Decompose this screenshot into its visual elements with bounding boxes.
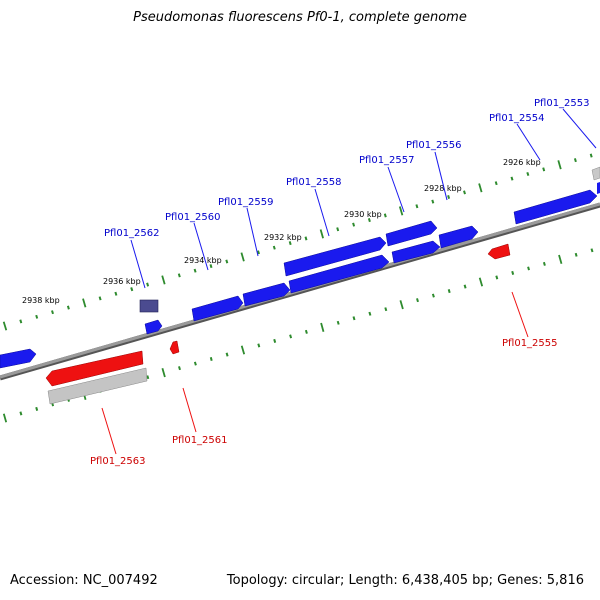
major-tick [4,414,6,423]
minor-tick [20,320,21,323]
major-tick [321,230,324,239]
minor-tick [52,311,53,314]
gray-feature-pfl01-2553[interactable] [592,167,600,180]
minor-tick [592,249,593,252]
minor-tick [195,269,196,272]
minor-tick [591,154,592,158]
minor-tick [433,294,434,297]
minor-tick [496,182,497,185]
major-tick [480,278,483,287]
minor-tick [449,289,450,293]
selected-gene-pfl01-2562[interactable] [140,300,158,312]
minor-tick [369,312,370,316]
lower-tick-track [4,249,593,423]
minor-tick [544,262,545,265]
minor-tick [258,344,259,348]
genome-map-canvas[interactable]: 2938 kbp 2936 kbp 2934 kbp 2932 kbp 2930… [0,0,600,600]
minor-tick [353,223,354,227]
major-tick [558,160,561,169]
minor-tick [36,407,37,411]
major-tick [162,276,165,285]
ruler-label: 2926 kbp [503,158,541,167]
minor-tick [211,357,212,361]
gene-label-pfl01-2554[interactable]: Pfl01_2554 [489,113,545,124]
minor-tick [306,330,307,334]
minor-tick [354,317,355,321]
minor-tick [337,228,338,232]
minor-tick [147,283,148,287]
minor-tick [179,274,180,278]
minor-tick [227,353,228,357]
major-tick [162,368,165,377]
minor-tick [465,285,466,289]
minor-tick [274,246,275,249]
major-tick [400,300,403,309]
gene-label-pfl01-2556[interactable]: Pfl01_2556 [406,140,462,151]
minor-tick [528,267,529,270]
major-tick [83,299,86,308]
minor-tick [448,195,449,198]
gene-label-pfl01-2561[interactable]: Pfl01_2561 [172,435,228,446]
minor-tick [512,271,513,275]
gene-label-pfl01-2560[interactable]: Pfl01_2560 [165,212,221,223]
minor-tick [36,315,37,318]
minor-tick [543,168,544,172]
ruler-label: 2932 kbp [264,233,302,242]
minor-tick [417,298,418,302]
gene-label-pfl01-2557[interactable]: Pfl01_2557 [359,155,415,166]
major-tick [242,346,245,355]
gene-label-pfl01-2558[interactable]: Pfl01_2558 [286,177,342,188]
minor-tick [464,191,465,194]
minor-tick [496,276,497,280]
minor-tick [226,260,227,263]
minor-tick [432,200,433,203]
minor-tick [147,376,148,379]
minor-tick [512,177,513,180]
minor-tick [338,321,339,324]
reverse-genes[interactable] [46,244,510,404]
minor-tick [258,251,259,254]
minor-tick [179,366,180,370]
minor-tick [576,253,577,256]
minor-tick [115,292,116,296]
gene-label-pfl01-2559[interactable]: Pfl01_2559 [218,197,274,208]
gene-label-pfl01-2562[interactable]: Pfl01_2562 [104,228,160,239]
major-tick [479,184,482,193]
minor-tick [274,339,275,343]
gene-label-pfl01-2555[interactable]: Pfl01_2555 [502,338,558,349]
major-tick [321,323,323,332]
minor-tick [131,287,132,291]
ruler-label: 2936 kbp [103,277,141,286]
minor-tick [290,335,291,338]
minor-tick [416,205,417,209]
accession-text: Accession: NC_007492 [10,573,158,588]
gene-label-pfl01-2553[interactable]: Pfl01_2553 [534,98,590,109]
genome-backbone [0,204,600,378]
minor-tick [68,306,69,310]
major-tick [4,322,7,331]
minor-tick [575,158,576,162]
major-tick [559,255,562,264]
gene-label-pfl01-2563[interactable]: Pfl01_2563 [90,456,146,467]
ruler-label: 2934 kbp [184,256,222,265]
gene-arrow-pfl01-2564[interactable] [0,349,36,368]
gene-arrow-pfl01-2561[interactable] [170,341,179,354]
minor-tick [100,297,101,301]
ruler-label: 2930 kbp [344,210,382,219]
minor-tick [527,172,528,175]
minor-tick [306,237,307,241]
minor-tick [20,412,21,416]
minor-tick [385,214,386,218]
gene-arrow-pfl01-2555[interactable] [488,244,510,259]
minor-tick [385,308,386,311]
ruler-label: 2938 kbp [22,296,60,305]
minor-tick [195,362,196,365]
genome-summary-text: Topology: circular; Length: 6,438,405 bp… [227,573,584,588]
major-tick [241,253,244,262]
